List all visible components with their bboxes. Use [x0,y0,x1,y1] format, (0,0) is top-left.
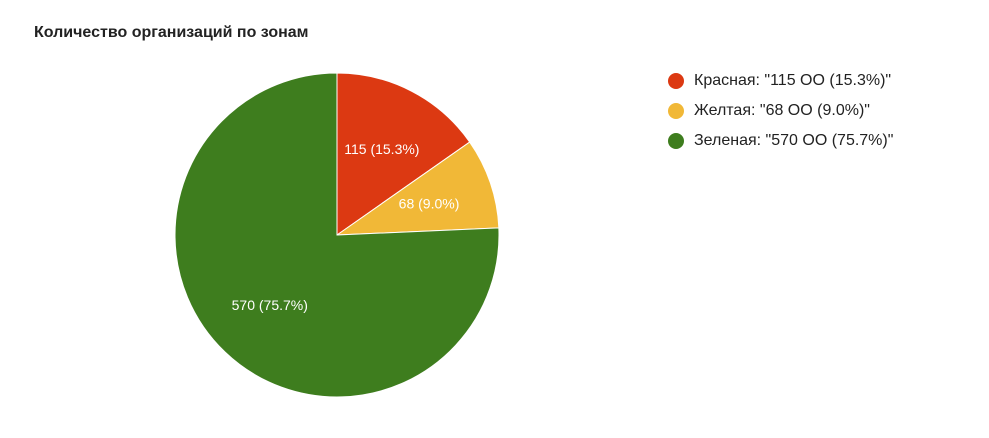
pie-slice-red[interactable] [336,72,471,236]
slice-label-yellow: 68 (9.0%) [399,196,460,212]
legend-label-red: Красная: "115 ОО (15.3%)" [694,72,892,89]
chart-legend: Красная: "115 ОО (15.3%)" Желтая: "68 ОО… [668,70,893,160]
pie-slice-yellow[interactable] [335,141,500,236]
legend-dot-green [668,133,684,149]
pie-slice-labels: 115 (15.3%) 68 (9.0%) 570 (75.7%) [232,141,460,313]
pie-slice-green[interactable] [174,72,500,398]
legend-label-yellow: Желтая: "68 ОО (9.0%)" [694,102,870,119]
legend-dot-yellow [668,103,684,119]
slice-label-green: 570 (75.7%) [232,297,308,313]
legend-item-yellow[interactable]: Желтая: "68 ОО (9.0%)" [668,100,893,122]
legend-dot-red [668,73,684,89]
legend-item-red[interactable]: Красная: "115 ОО (15.3%)" [668,70,893,92]
legend-label-green: Зеленая: "570 ОО (75.7%)" [694,132,894,149]
pie-slices [174,72,500,398]
chart-title: Количество организаций по зонам [34,24,309,41]
slice-label-red: 115 (15.3%) [344,141,419,157]
legend-item-green[interactable]: Зеленая: "570 ОО (75.7%)" [668,130,893,152]
